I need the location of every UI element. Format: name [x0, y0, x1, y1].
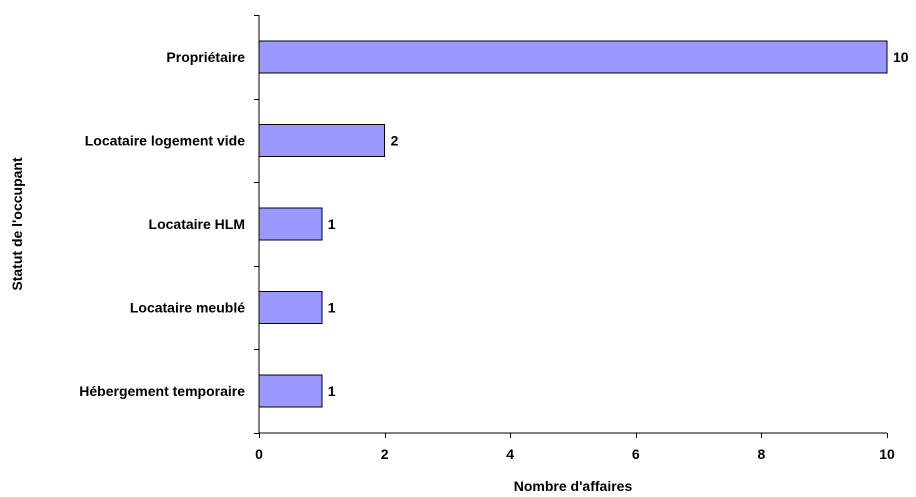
category-label: Locataire logement vide [85, 132, 245, 148]
y-axis-title: Statut de l'occupant [9, 157, 25, 291]
category-label: Locataire meublé [130, 300, 245, 316]
category-label: Propriétaire [166, 49, 245, 65]
data-label: 2 [391, 132, 399, 148]
x-tick-label: 6 [632, 446, 640, 462]
axes-layer [254, 15, 887, 434]
data-label: 10 [893, 49, 909, 65]
bar [258, 40, 888, 74]
category-label: Hébergement temporaire [79, 383, 245, 399]
category-label: Locataire HLM [149, 216, 245, 232]
data-labels: 10 2 1 1 1 [328, 49, 909, 399]
x-axis-ticks: 0 2 4 6 8 10 [255, 433, 895, 462]
x-tick-label: 10 [879, 446, 895, 462]
bar [258, 123, 386, 157]
data-label: 1 [328, 300, 336, 316]
bar [258, 291, 323, 325]
data-label: 1 [328, 383, 336, 399]
bar [258, 207, 323, 241]
category-labels: Propriétaire Locataire logement vide Locat… [79, 49, 245, 399]
bars-layer [258, 40, 888, 408]
data-label: 1 [328, 216, 336, 232]
x-tick-label: 8 [758, 446, 766, 462]
x-tick-label: 2 [381, 446, 389, 462]
bar [258, 374, 323, 408]
x-axis-title: Nombre d'affaires [514, 478, 633, 494]
x-tick-label: 0 [255, 446, 263, 462]
x-tick-label: 4 [506, 446, 514, 462]
